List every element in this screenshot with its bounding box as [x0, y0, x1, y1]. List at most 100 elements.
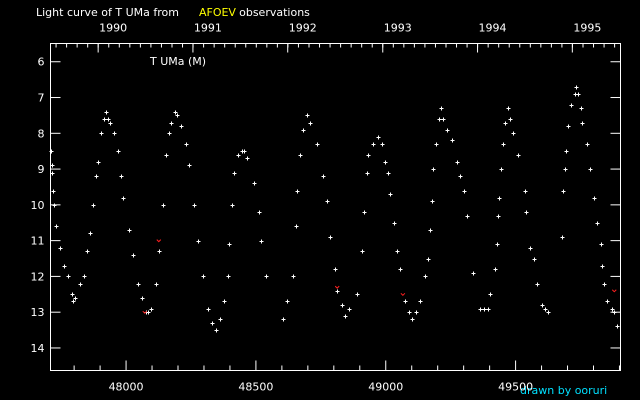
observation-point — [179, 124, 184, 129]
y-tick-label: 8 — [38, 127, 45, 140]
y-tick-label: 7 — [38, 92, 45, 105]
observation-point — [602, 282, 607, 287]
year-label: 1993 — [384, 22, 412, 35]
observation-point — [99, 131, 104, 136]
observation-point — [187, 163, 192, 168]
fainter-than-marker — [334, 285, 340, 289]
y-tick-label: 13 — [31, 306, 45, 319]
observation-point — [455, 160, 460, 165]
observation-point — [488, 292, 493, 297]
observation-point — [82, 274, 87, 279]
observation-point — [362, 210, 367, 215]
observation-point — [588, 167, 593, 172]
observation-point — [264, 274, 269, 279]
observation-point — [592, 196, 597, 201]
observation-point — [335, 289, 340, 294]
observation-point — [343, 314, 348, 319]
observation-point — [445, 128, 450, 133]
observation-point — [516, 153, 521, 158]
observation-point — [242, 149, 247, 154]
observation-point — [395, 249, 400, 254]
observation-point — [482, 307, 487, 312]
observation-point — [257, 210, 262, 215]
observation-point — [423, 274, 428, 279]
observation-point — [321, 174, 326, 179]
observation-point — [496, 214, 501, 219]
observation-point — [458, 174, 463, 179]
x-tick-label: 49000 — [368, 381, 403, 394]
observation-point — [230, 203, 235, 208]
observation-point — [62, 264, 67, 269]
y-tick-label: 9 — [38, 163, 45, 176]
observation-point — [112, 131, 117, 136]
y-tick-label: 14 — [31, 342, 45, 355]
observation-point — [227, 242, 232, 247]
observation-point — [528, 246, 533, 251]
observation-point — [70, 292, 75, 297]
year-label: 1995 — [573, 22, 601, 35]
observation-point — [291, 274, 296, 279]
observation-point — [301, 128, 306, 133]
x-tick-label: 48000 — [109, 381, 144, 394]
observation-point — [493, 267, 498, 272]
observation-point — [503, 121, 508, 126]
observation-point — [497, 196, 502, 201]
observation-point — [295, 189, 300, 194]
x-tick-label: 48500 — [238, 381, 273, 394]
observation-point — [167, 131, 172, 136]
observation-point — [540, 303, 545, 308]
observation-point — [49, 149, 54, 154]
observation-point — [414, 310, 419, 315]
observation-point — [116, 149, 121, 154]
observation-point — [104, 110, 109, 115]
observation-point — [169, 121, 174, 126]
observation-point — [58, 246, 63, 251]
observation-point — [388, 192, 393, 197]
observation-point — [285, 299, 290, 304]
observation-point — [495, 242, 500, 247]
observation-point — [380, 142, 385, 147]
observation-point — [600, 264, 605, 269]
observation-point — [245, 156, 250, 161]
observation-point — [161, 203, 166, 208]
fainter-than-marker — [400, 292, 406, 297]
observation-point — [232, 171, 237, 176]
observation-point — [305, 113, 310, 118]
observation-point — [431, 167, 436, 172]
series-label: T UMa (M) — [149, 55, 206, 68]
observation-point — [173, 110, 178, 115]
y-tick-label: 10 — [31, 199, 45, 212]
observation-point — [418, 299, 423, 304]
observation-point — [210, 321, 215, 326]
observation-point — [73, 296, 78, 301]
year-label: 1992 — [289, 22, 317, 35]
observation-point — [96, 160, 101, 165]
observation-point — [252, 181, 257, 186]
observation-point — [192, 203, 197, 208]
observation-point — [50, 171, 55, 176]
observation-point — [71, 299, 76, 304]
observation-point — [610, 307, 615, 312]
observation-point — [325, 199, 330, 204]
observation-point — [108, 121, 113, 126]
observation-point — [428, 228, 433, 233]
observation-point — [127, 228, 132, 233]
observation-point — [131, 253, 136, 258]
observation-point — [546, 310, 551, 315]
observation-point — [259, 239, 264, 244]
observation-point — [196, 239, 201, 244]
observation-point — [599, 242, 604, 247]
plot-frame — [50, 43, 621, 371]
y-tick-label: 12 — [31, 270, 45, 283]
observation-point — [465, 214, 470, 219]
observation-point — [566, 124, 571, 129]
observation-point — [501, 142, 506, 147]
observation-point — [532, 257, 537, 262]
observation-point — [94, 174, 99, 179]
observation-point — [430, 199, 435, 204]
observation-point — [383, 160, 388, 165]
observation-point — [543, 307, 548, 312]
fainter-than-marker — [142, 310, 148, 314]
observation-point — [365, 171, 370, 176]
